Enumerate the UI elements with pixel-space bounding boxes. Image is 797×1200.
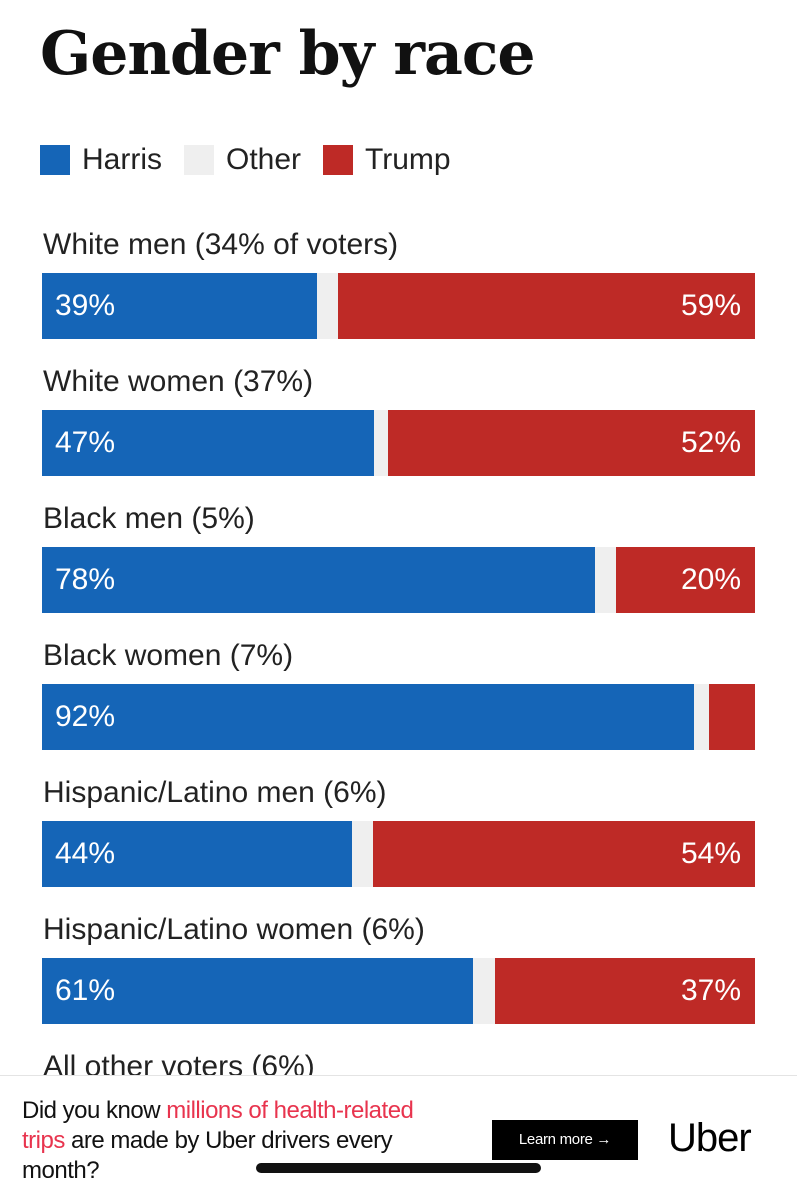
chart-title: Gender by race <box>40 19 536 89</box>
bar-row: 39% 59% <box>42 273 755 339</box>
group-label: All other voters (6%) <box>43 1050 315 1075</box>
bar-harris: 44% <box>42 821 353 887</box>
ad-text-outro: are made by Uber drivers every month? <box>22 1127 393 1184</box>
bar-harris: 78% <box>42 547 595 613</box>
legend-item-other: Other <box>184 140 301 180</box>
legend-item-harris: Harris <box>40 140 162 180</box>
data-label-harris: 92% <box>55 700 116 733</box>
bar-harris: 39% <box>42 273 317 339</box>
data-label-harris: 78% <box>55 563 116 596</box>
bar-trump: 20% <box>615 547 755 613</box>
group-label: Hispanic/Latino women (6%) <box>43 913 425 946</box>
data-label-trump: 37% <box>680 974 741 1007</box>
ad-text-highlight: millions of health-related trips <box>22 1097 414 1154</box>
bar-trump: 54% <box>373 821 755 887</box>
bar-trump: 37% <box>494 958 755 1024</box>
bar-trump: 59% <box>337 273 755 339</box>
legend-label-trump: Trump <box>365 143 451 176</box>
ad-banner[interactable]: Did you know millions of health-related … <box>0 1075 797 1200</box>
bar-harris: 61% <box>42 958 474 1024</box>
legend-item-trump: Trump <box>323 140 451 180</box>
ad-text-intro: Did you know <box>22 1097 167 1124</box>
group-label: Black men (5%) <box>43 502 255 535</box>
bar-row: 78% 20% <box>42 547 755 613</box>
bar-row: 92% <box>42 684 755 750</box>
data-label-trump: 59% <box>680 289 741 322</box>
data-label-harris: 39% <box>55 289 116 322</box>
legend-label-other: Other <box>226 143 302 176</box>
group-label: Hispanic/Latino men (6%) <box>43 776 387 809</box>
bar-row: 47% 52% <box>42 410 755 476</box>
bar-trump: 52% <box>387 410 755 476</box>
learn-more-button[interactable]: Learn more → <box>492 1120 638 1160</box>
data-label-harris: 44% <box>55 837 116 870</box>
data-label-trump: 54% <box>680 837 741 870</box>
bar-harris: 92% <box>42 684 695 750</box>
legend: Harris Other Trump <box>40 140 473 180</box>
legend-swatch-trump <box>323 145 354 175</box>
legend-label-harris: Harris <box>82 143 162 176</box>
bar-harris: 47% <box>42 410 374 476</box>
group-label: Black women (7%) <box>43 639 294 672</box>
uber-logo[interactable]: Uber <box>668 1116 752 1160</box>
data-label-harris: 61% <box>55 974 116 1007</box>
data-label-trump: 52% <box>680 426 741 459</box>
data-label-trump: 20% <box>680 563 741 596</box>
bar-row: 61% 37% <box>42 958 755 1024</box>
legend-swatch-harris <box>40 145 70 175</box>
data-label-harris: 47% <box>55 426 116 459</box>
home-indicator[interactable] <box>256 1163 541 1173</box>
bar-chart: White men (34% of voters) 39% 59% White wom… <box>42 228 755 1075</box>
group-label: White men (34% of voters) <box>43 228 399 261</box>
ad-text: Did you know millions of health-related … <box>22 1096 442 1186</box>
bar-trump <box>708 684 755 750</box>
legend-swatch-other <box>184 145 214 175</box>
group-label: White women (37%) <box>43 365 314 398</box>
bar-row: 44% 54% <box>42 821 755 887</box>
